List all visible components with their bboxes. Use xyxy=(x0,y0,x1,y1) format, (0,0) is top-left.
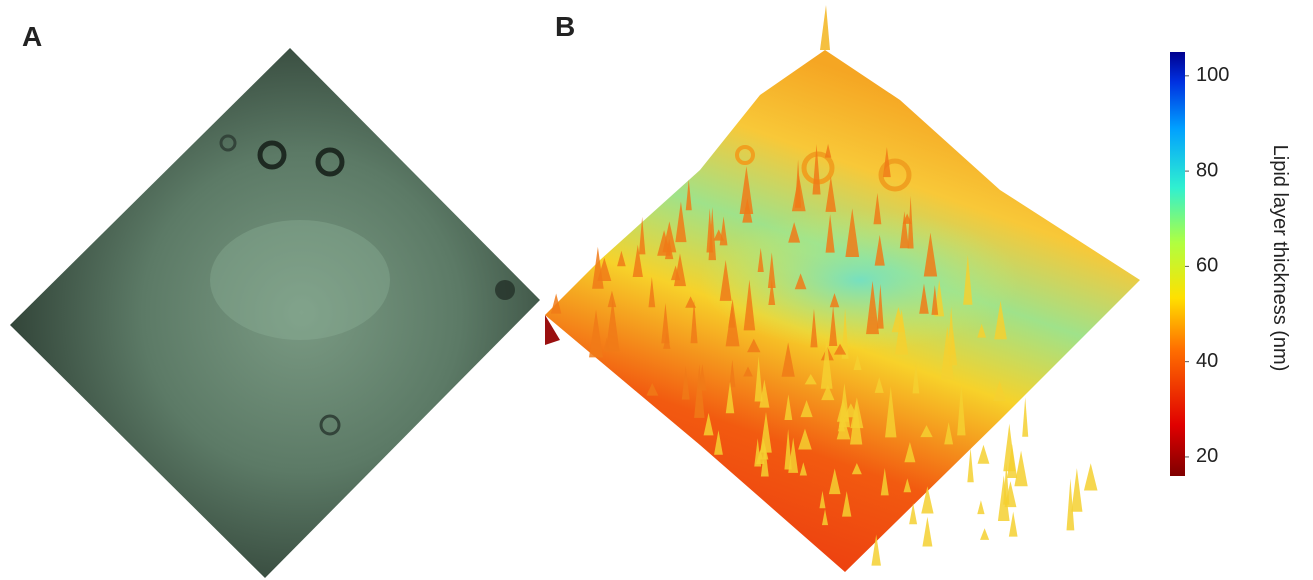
tick-label: 80 xyxy=(1196,159,1218,181)
tick-label: 20 xyxy=(1196,445,1218,467)
spike xyxy=(1071,468,1082,512)
spike xyxy=(1084,463,1098,490)
panel-label: B xyxy=(555,11,575,42)
figure: A B Lipid layer thickness (nm) 20 40 60 80 1… xyxy=(0,0,1313,580)
colorbar-title: Lipid layer thickness (nm) xyxy=(1269,145,1291,372)
tick-label: 60 xyxy=(1196,255,1218,277)
tick-label: 40 xyxy=(1196,350,1218,372)
spike xyxy=(967,448,973,482)
spike xyxy=(1009,512,1018,537)
colorbar: Lipid layer thickness (nm) xyxy=(1170,52,1291,476)
spike xyxy=(980,528,989,540)
spike xyxy=(1014,451,1027,487)
colorbar-gradient xyxy=(1170,52,1185,476)
spike xyxy=(977,500,984,514)
micrograph xyxy=(10,48,540,578)
spike xyxy=(922,517,932,547)
panel-label: A xyxy=(22,21,42,52)
surface-plot xyxy=(545,5,1140,572)
tick-label: 100 xyxy=(1196,64,1229,86)
spike xyxy=(978,445,990,464)
spike xyxy=(1022,397,1028,436)
spike xyxy=(1003,424,1015,472)
